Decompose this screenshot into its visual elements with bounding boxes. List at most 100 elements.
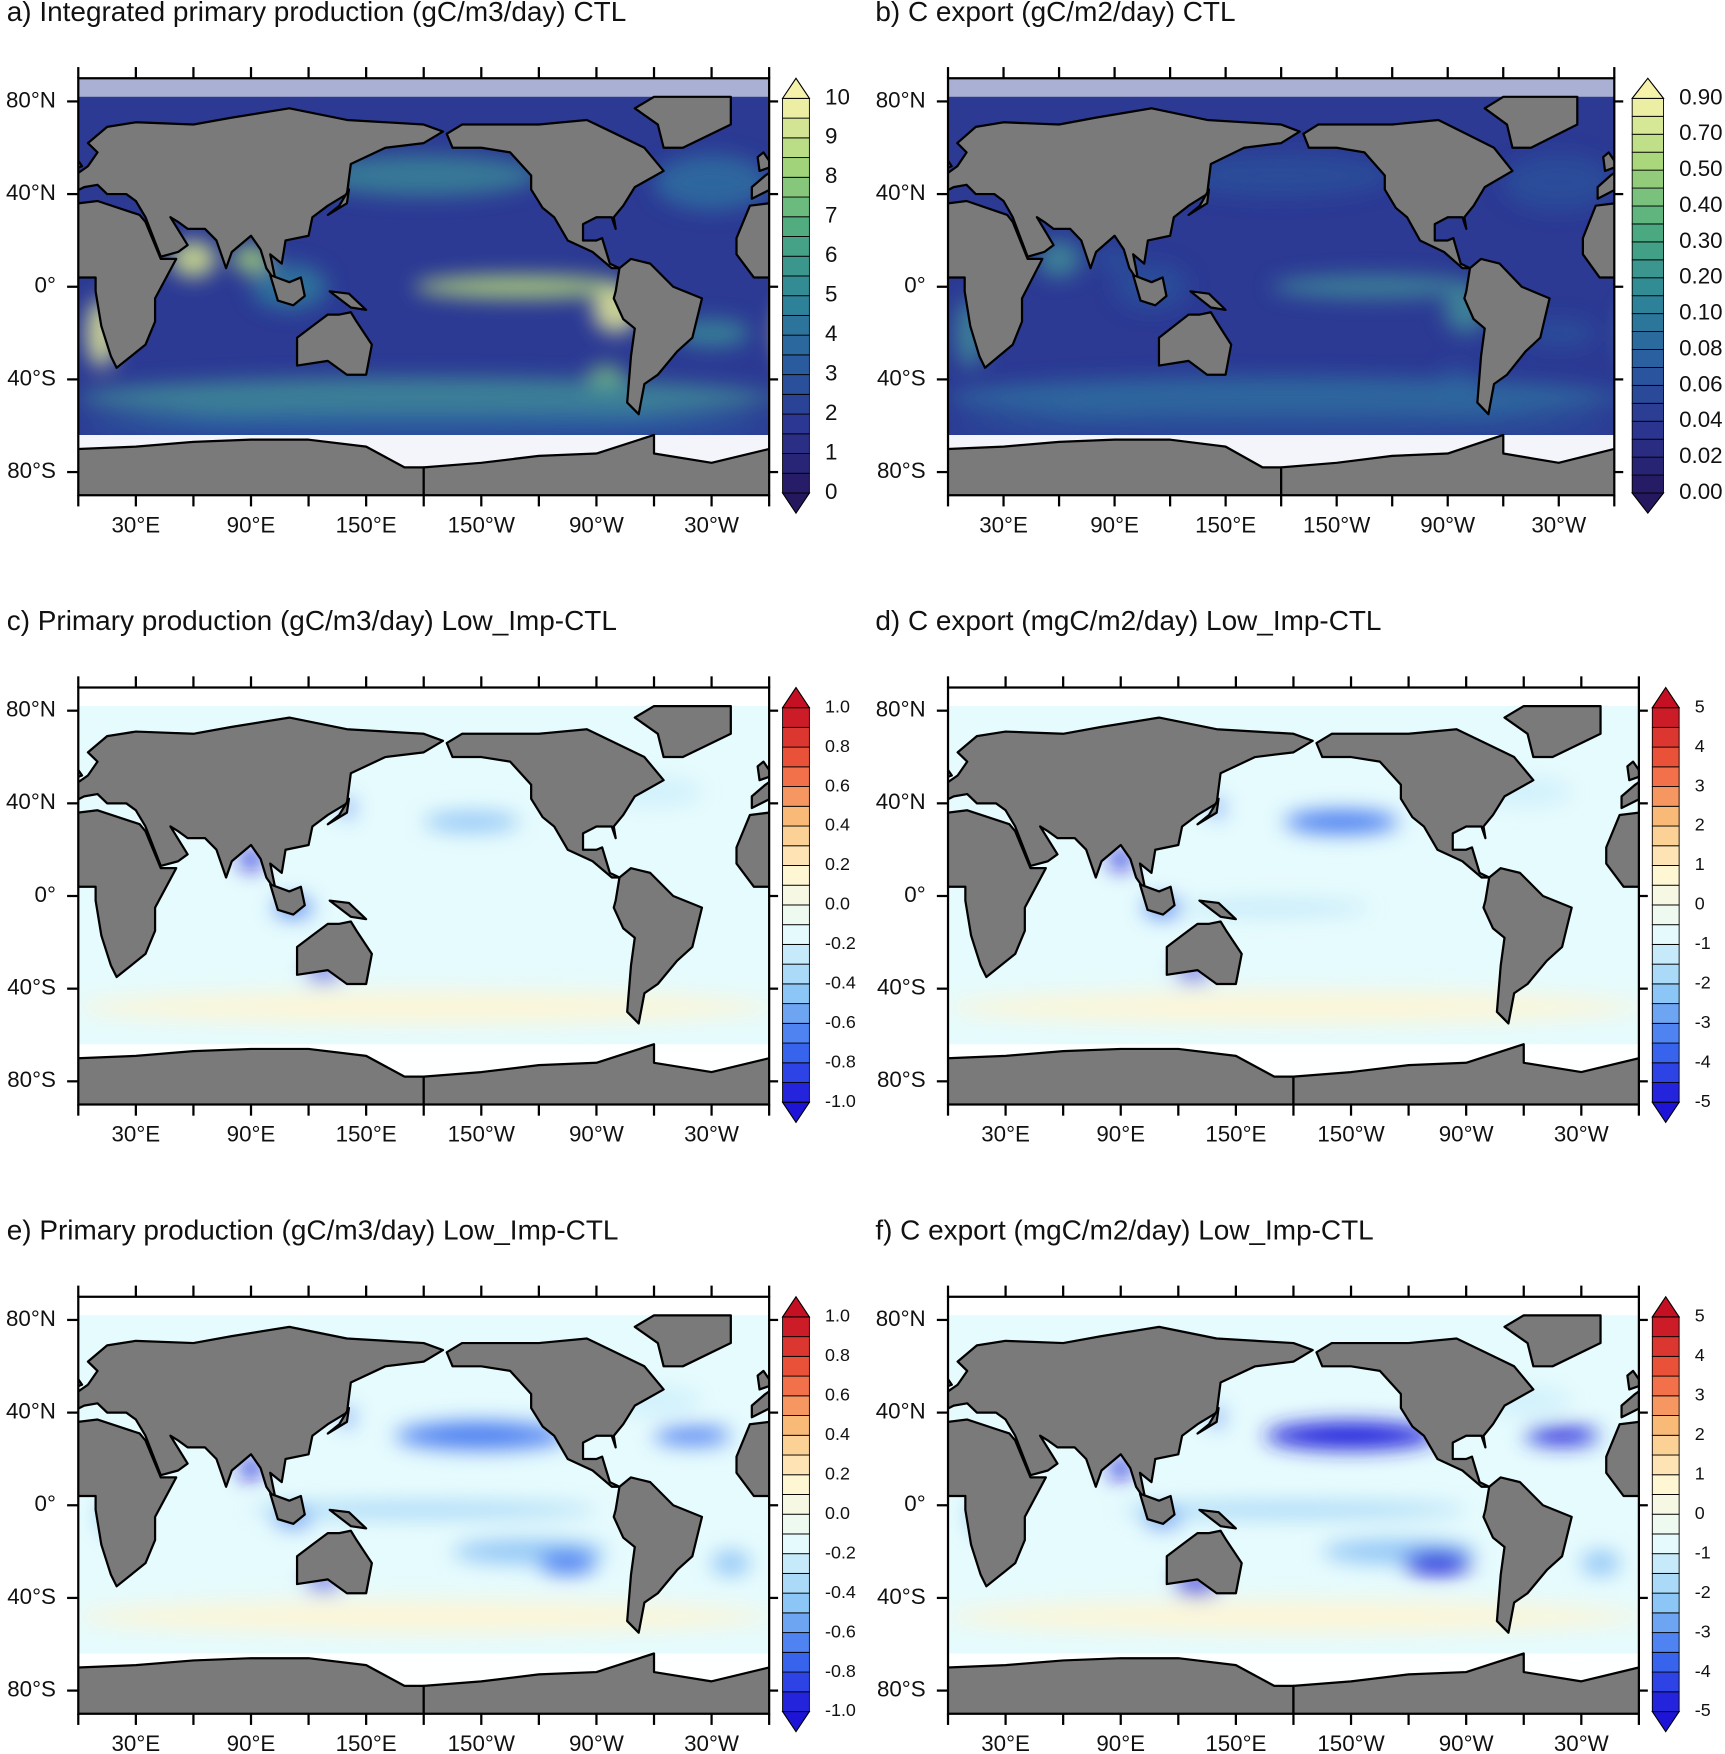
colorbar-cap bbox=[781, 1295, 811, 1318]
lat-label: 40°N bbox=[6, 789, 56, 814]
colorbar-segment bbox=[782, 1651, 810, 1673]
colorbar-label: -0.8 bbox=[825, 1052, 856, 1072]
colorbar-segment bbox=[782, 1415, 810, 1436]
land bbox=[948, 107, 1301, 284]
ocean-feature bbox=[654, 1426, 731, 1446]
colorbar-segment bbox=[782, 137, 810, 159]
colorbar-segment bbox=[782, 1612, 810, 1634]
land bbox=[326, 1406, 351, 1435]
colorbar-label: 0.50 bbox=[1679, 156, 1722, 181]
lat-label: 80°N bbox=[876, 1306, 926, 1331]
ocean-feature bbox=[1402, 1551, 1472, 1575]
ocean-feature bbox=[423, 812, 520, 832]
land bbox=[78, 1325, 445, 1502]
map-panel: e) Primary production (gC/m3/day) Low_Im… bbox=[6, 1214, 856, 1754]
colorbar-segment bbox=[782, 924, 810, 945]
colorbar-segment bbox=[782, 117, 810, 139]
colorbar-segment bbox=[782, 1062, 810, 1083]
colorbar-label: -3 bbox=[1695, 1621, 1711, 1641]
colorbar-label: -4 bbox=[1695, 1661, 1711, 1681]
ocean-feature bbox=[1264, 1421, 1438, 1450]
ocean-field bbox=[948, 154, 1615, 440]
colorbar-segment bbox=[1631, 331, 1664, 350]
colorbar-label: 2 bbox=[1695, 1424, 1705, 1444]
colorbar-segment bbox=[1631, 187, 1664, 207]
colorbar-label: 1.0 bbox=[825, 1306, 850, 1326]
map-panel: a) Integrated primary production (gC/m3/… bbox=[0, 0, 850, 537]
ocean-feature bbox=[948, 990, 1639, 1024]
colorbar-label: 2 bbox=[1695, 815, 1705, 835]
colorbar-segment bbox=[782, 1336, 810, 1357]
lat-label: 80°S bbox=[7, 1676, 56, 1701]
ocean-feature bbox=[1503, 154, 1615, 211]
lat-label: 40°S bbox=[877, 1584, 926, 1609]
land bbox=[1132, 273, 1168, 307]
land bbox=[1198, 1508, 1237, 1530]
lon-label: 150°E bbox=[336, 512, 397, 537]
land bbox=[1165, 920, 1243, 986]
land bbox=[1503, 704, 1602, 759]
colorbar-segment bbox=[1651, 1454, 1680, 1476]
land bbox=[756, 151, 770, 173]
colorbar-segment bbox=[782, 805, 810, 827]
lat-label: 80°N bbox=[6, 697, 56, 722]
lon-label: 90°E bbox=[227, 1122, 276, 1147]
colorbar-label: -0.2 bbox=[825, 1542, 856, 1562]
land bbox=[328, 899, 368, 921]
lon-label: 90°E bbox=[1096, 1122, 1145, 1147]
lat-label: 80°S bbox=[7, 458, 56, 483]
colorbar-label: 1 bbox=[825, 439, 837, 464]
lon-label: 30°E bbox=[981, 1731, 1030, 1754]
lon-label: 30°W bbox=[684, 1122, 740, 1147]
colorbar-segment bbox=[782, 943, 810, 965]
land bbox=[445, 118, 665, 270]
land bbox=[1503, 1314, 1602, 1368]
map-area bbox=[948, 78, 1615, 496]
land bbox=[0, 259, 11, 414]
ocean-feature bbox=[1271, 275, 1476, 299]
colorbar-label: 0.90 bbox=[1679, 84, 1722, 109]
colorbar-segment bbox=[782, 393, 810, 415]
colorbar-label: 0.8 bbox=[825, 736, 850, 756]
colorbar-segment bbox=[782, 334, 810, 356]
land bbox=[750, 1390, 770, 1419]
land bbox=[78, 199, 178, 369]
land bbox=[1463, 257, 1551, 416]
colorbar-segment bbox=[1631, 133, 1664, 153]
lat-label: 40°S bbox=[7, 975, 56, 1000]
land bbox=[750, 171, 770, 200]
colorbar-cap bbox=[1651, 1101, 1681, 1124]
colorbar-segment bbox=[1631, 474, 1664, 494]
lon-label: 30°E bbox=[112, 1122, 161, 1147]
map-area bbox=[0, 78, 770, 496]
lat-label: 0° bbox=[904, 882, 925, 907]
ocean-feature bbox=[78, 990, 770, 1024]
colorbar-segment bbox=[1631, 456, 1664, 476]
land bbox=[269, 883, 306, 916]
lon-label: 90°W bbox=[1439, 1122, 1495, 1147]
ocean-feature bbox=[78, 411, 770, 440]
colorbar-cap bbox=[781, 77, 811, 99]
colorbar-segment bbox=[782, 413, 810, 435]
lon-label: 150°W bbox=[448, 512, 516, 537]
colorbar-segment bbox=[782, 884, 810, 906]
ocean-feature bbox=[1581, 1551, 1620, 1575]
colorbar-cap bbox=[1651, 1710, 1681, 1733]
lat-label: 0° bbox=[35, 273, 56, 298]
colorbar-label: 0.0 bbox=[825, 894, 850, 914]
colorbar-label: 10 bbox=[825, 84, 850, 109]
lon-label: 90°E bbox=[227, 1731, 276, 1754]
lon-label: 150°W bbox=[1303, 512, 1371, 537]
colorbar-segment bbox=[1631, 277, 1664, 297]
colorbar-cap bbox=[1631, 492, 1665, 515]
colorbar-segment bbox=[1631, 259, 1664, 279]
land bbox=[1605, 1420, 1639, 1498]
colorbar-cap bbox=[1651, 1295, 1681, 1318]
lat-label: 0° bbox=[35, 1491, 56, 1516]
lon-label: 90°W bbox=[1439, 1731, 1495, 1754]
colorbar-segment bbox=[782, 255, 810, 277]
colorbar-label: 0.2 bbox=[825, 854, 850, 874]
ocean-feature bbox=[711, 1551, 750, 1575]
colorbar-segment bbox=[782, 707, 810, 728]
